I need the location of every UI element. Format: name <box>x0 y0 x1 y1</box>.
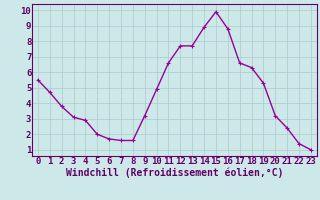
X-axis label: Windchill (Refroidissement éolien,°C): Windchill (Refroidissement éolien,°C) <box>66 167 283 178</box>
